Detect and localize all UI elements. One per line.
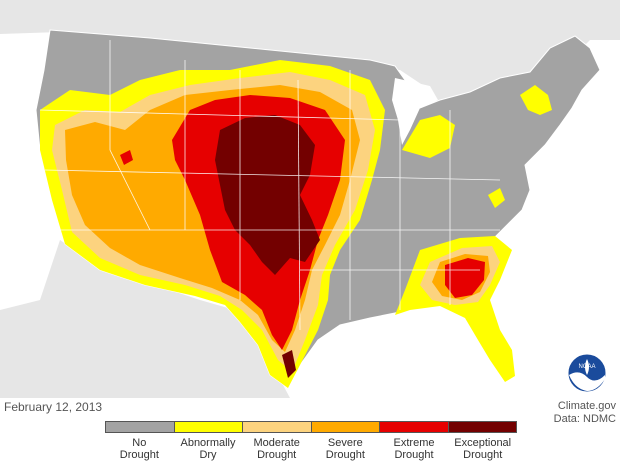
canada-land — [0, 0, 620, 120]
legend-label-moderate: Moderate Drought — [253, 437, 300, 461]
exceptional-drought-plains — [215, 115, 320, 275]
legend-swatch-moderate — [243, 422, 312, 432]
legend-label-severe: Severe Drought — [325, 437, 365, 461]
legend-swatch-extreme — [380, 422, 449, 432]
legend-label-no-drought: No Drought — [119, 437, 159, 461]
credit: Climate.gov Data: NDMC — [554, 400, 616, 426]
legend-label-abnormally-dry: Abnormally Dry — [180, 437, 236, 461]
legend-swatch-severe — [311, 422, 380, 432]
abnormally-dry-carolina — [488, 188, 505, 208]
credit-data: Data: NDMC — [553, 413, 616, 425]
legend-labels: No Drought Abnormally Dry Moderate Drought … — [105, 437, 517, 461]
legend-swatch-exceptional — [448, 422, 516, 432]
legend-swatch-no-drought — [106, 422, 175, 432]
legend-label-exceptional: Exceptional Drought — [454, 437, 512, 461]
abnormally-dry-michigan — [402, 115, 455, 158]
mexico-land — [0, 240, 290, 398]
extreme-drought-southeast — [445, 258, 485, 298]
drought-map — [0, 0, 620, 398]
svg-text:NOAA: NOAA — [578, 364, 595, 370]
exceptional-drought-texas — [282, 350, 296, 378]
abnormally-dry-northeast — [520, 85, 552, 115]
extreme-drought-nevada — [120, 150, 133, 165]
map-date: February 12, 2013 — [4, 400, 103, 414]
legend-colorbar — [105, 421, 517, 433]
great-lakes — [392, 78, 438, 145]
legend-label-extreme: Extreme Drought — [393, 437, 435, 461]
legend-swatch-abnormally-dry — [174, 422, 243, 432]
noaa-logo: NOAA — [567, 353, 607, 393]
credit-source: Climate.gov — [557, 400, 616, 412]
